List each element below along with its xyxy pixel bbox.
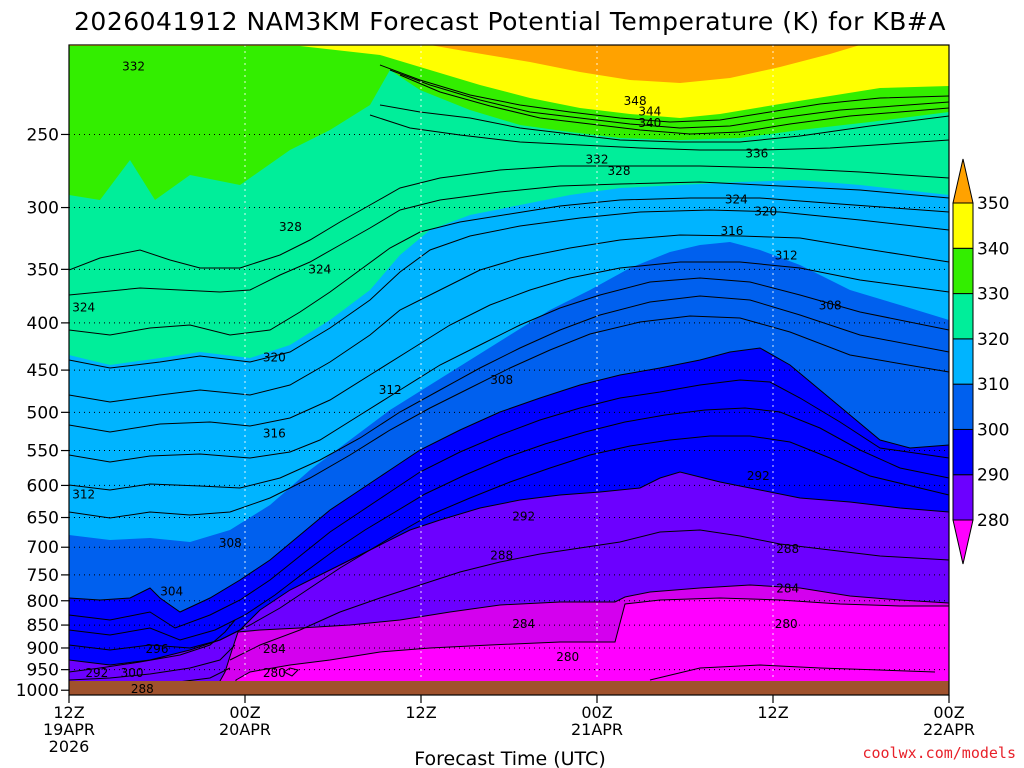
contour-label: 316 xyxy=(263,426,286,440)
x-tick-label: 21APR xyxy=(571,720,623,739)
x-tick-label: 00Z xyxy=(229,703,260,722)
y-tick-label: 700 xyxy=(27,538,59,558)
colorbar-segment xyxy=(952,293,974,340)
colorbar-segment xyxy=(952,428,974,476)
contour-label: 344 xyxy=(638,104,661,118)
contour-label: 300 xyxy=(121,666,144,680)
contour-label: 312 xyxy=(72,488,95,502)
y-tick-label: 850 xyxy=(27,616,59,636)
contour-label: 308 xyxy=(219,536,242,550)
y-tick-label: 1000 xyxy=(16,681,59,701)
contour-label: 288 xyxy=(490,549,513,563)
contour-label: 328 xyxy=(608,164,631,178)
colorbar-tick-label: 350 xyxy=(977,194,1009,214)
y-tick-label: 500 xyxy=(27,403,59,423)
y-tick-label: 350 xyxy=(27,260,59,280)
x-tick-label: 12Z xyxy=(53,703,84,722)
y-tick-label: 600 xyxy=(27,476,59,496)
contour-label: 324 xyxy=(725,192,748,206)
chart-title: 2026041912 NAM3KM Forecast Potential Tem… xyxy=(74,7,946,36)
contour-label: 304 xyxy=(160,585,183,599)
contour-label: 316 xyxy=(720,224,743,238)
colorbar-tick-label: 280 xyxy=(977,511,1009,531)
x-tick-label: 19APR xyxy=(43,720,95,739)
y-tick-label: 250 xyxy=(27,125,59,145)
contour-label: 332 xyxy=(586,152,609,166)
contour-label: 288 xyxy=(131,682,154,696)
x-tick-label: 20APR xyxy=(219,720,271,739)
contour-label: 320 xyxy=(263,350,286,364)
band-below-280-core xyxy=(235,598,949,695)
x-axis-label: Forecast Time (UTC) xyxy=(414,748,605,768)
contour-labels: 3323483443403363323283243203163123083283… xyxy=(72,59,841,696)
y-tick-label: 750 xyxy=(27,566,59,586)
contour-label: 324 xyxy=(72,301,95,315)
colorbar-segment xyxy=(952,338,974,385)
x-tick-label: 2026 xyxy=(49,737,90,756)
colorbar: 280 290 300 310 320 330 340 350 xyxy=(952,158,1009,565)
contour-label: 284 xyxy=(263,642,286,656)
grid-lines xyxy=(69,45,949,695)
contour-label: 312 xyxy=(775,248,798,262)
y-tick-label: 300 xyxy=(27,199,59,219)
x-tick-label: 12Z xyxy=(405,703,436,722)
contour-label: 280 xyxy=(775,617,798,631)
colorbar-top-arrow xyxy=(952,158,974,204)
colorbar-segment xyxy=(952,247,974,295)
contour-label: 280 xyxy=(556,650,579,664)
contour-label: 288 xyxy=(776,542,799,556)
contour-lines xyxy=(69,64,949,695)
contour-label: 296 xyxy=(146,642,169,656)
y-axis: 250 300 350 400 450 500 550 600 650 700 750 800 850 9… xyxy=(16,125,69,701)
colorbar-segment xyxy=(952,202,974,249)
ground-surface xyxy=(69,681,949,695)
y-tick-label: 650 xyxy=(27,509,59,529)
contour-label: 340 xyxy=(638,116,661,130)
contour-label: 320 xyxy=(754,205,777,219)
y-tick-label: 450 xyxy=(27,361,59,381)
colorbar-tick-label: 340 xyxy=(977,239,1009,259)
y-tick-label: 900 xyxy=(27,639,59,659)
colorbar-segment xyxy=(952,474,974,521)
colorbar-bottom-arrow xyxy=(952,519,974,565)
colorbar-tick-label: 320 xyxy=(977,330,1009,350)
colorbar-tick-label: 300 xyxy=(977,420,1009,440)
colorbar-tick-label: 310 xyxy=(977,375,1009,395)
y-tick-label: 400 xyxy=(27,314,59,334)
contour-label: 292 xyxy=(85,666,108,680)
contour-label: 312 xyxy=(379,383,402,397)
colorbar-tick-label: 330 xyxy=(977,285,1009,305)
band-above-350 xyxy=(430,45,860,83)
x-tick-label: 12Z xyxy=(757,703,788,722)
colorbar-segment xyxy=(952,383,974,430)
y-tick-label: 950 xyxy=(27,661,59,681)
contour-label: 308 xyxy=(819,298,842,312)
credit-link[interactable]: coolwx.com/models xyxy=(862,744,1016,762)
y-tick-label: 550 xyxy=(27,442,59,462)
contour-label: 328 xyxy=(279,220,302,234)
contour-label: 308 xyxy=(490,373,513,387)
contour-label: 348 xyxy=(624,94,647,108)
y-tick-label: 800 xyxy=(27,592,59,612)
contour-label: 336 xyxy=(745,146,768,160)
x-tick-label: 00Z xyxy=(933,703,964,722)
contour-label: 292 xyxy=(512,509,535,523)
contour-label: 284 xyxy=(512,617,535,631)
colorbar-tick-label: 290 xyxy=(977,466,1009,486)
contour-label: 324 xyxy=(308,262,331,276)
contour-label: 280 xyxy=(263,666,286,680)
plot-area xyxy=(69,45,949,695)
x-tick-label: 22APR xyxy=(923,720,975,739)
contour-label: 284 xyxy=(776,582,799,596)
contour-label: 292 xyxy=(747,469,770,483)
x-tick-label: 00Z xyxy=(581,703,612,722)
contour-label: 332 xyxy=(122,59,145,73)
